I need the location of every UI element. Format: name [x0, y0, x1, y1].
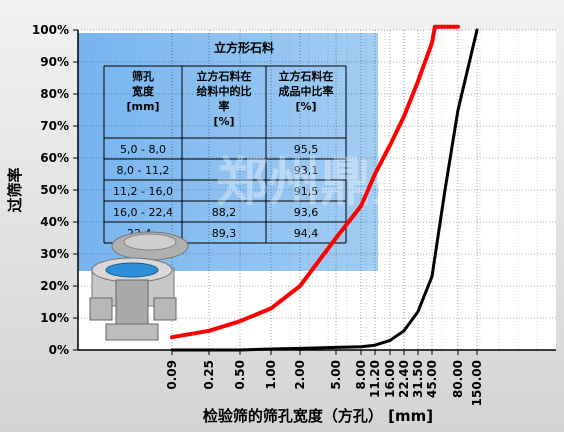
table-title: 立方形石料 [214, 40, 274, 55]
x-tick-label: 0.25 [202, 360, 216, 390]
watermark: 郑州鼎盛 [216, 153, 424, 213]
series-layer [170, 24, 479, 352]
x-tick-label: 45.00 [425, 360, 439, 398]
x-axis: 0.09 0.25 0.50 1.00 2.00 5.00 8.00 11.20 16.00 22… [78, 349, 556, 406]
table-header-cell: 立方石料在 [197, 69, 252, 83]
table-header-cell: [%] [295, 100, 316, 113]
table-cell: 93,6 [294, 206, 319, 219]
table-header-cell: 率 [219, 99, 230, 113]
table-cell: 89,3 [212, 227, 237, 240]
table-cell: 11,2 - 16,0 [113, 185, 173, 198]
x-tick-label: 5.00 [329, 360, 343, 390]
x-tick-label: 22.40 [397, 360, 411, 398]
x-axis-label: 检验筛的筛孔宽度（方孔） [mm] [203, 407, 433, 425]
table-cell: 5,0 - 8,0 [120, 143, 166, 156]
grid [78, 29, 556, 351]
table-cell: 16,0 - 22,4 [113, 206, 173, 219]
y-tick-label: 30% [40, 247, 69, 261]
x-tick-label: 16.00 [383, 360, 397, 398]
y-tick-label: 100% [32, 23, 69, 37]
x-tick-label: 150.00 [470, 360, 484, 406]
table-cell: 93,1 [294, 164, 319, 177]
y-tick-label: 50% [40, 183, 69, 197]
x-tick-label: 80.00 [451, 360, 465, 398]
table-cell: 95,5 [294, 143, 319, 156]
y-axis: 0% 10% 20% 30% 40% 50% 60% 70% 80% 90% 100% [32, 23, 79, 357]
y-axis-label: 过筛率 [6, 167, 24, 212]
series-line-red [170, 24, 460, 340]
y-tick-label: 0% [49, 343, 69, 357]
y-tick-label: 70% [40, 119, 69, 133]
y-tick-label: 80% [40, 87, 69, 101]
y-tick-label: 90% [40, 55, 69, 69]
y-tick-label: 60% [40, 151, 69, 165]
x-tick-label: 11.20 [368, 360, 382, 398]
x-tick-label: 0.09 [165, 360, 179, 390]
table-cell: 94,4 [294, 227, 319, 240]
table-cell: 88,2 [212, 206, 237, 219]
y-tick-label: 40% [40, 215, 69, 229]
table-cell: 8,0 - 11,2 [117, 164, 170, 177]
x-tick-label: 1.00 [264, 360, 278, 390]
crusher-illustration [89, 231, 189, 341]
table-header-cell: [mm] [127, 100, 160, 113]
x-tick-label: 2.00 [293, 360, 307, 390]
table-header-cell: 给料中的比 [197, 84, 252, 98]
table-header-cell: 成品中比率 [279, 84, 334, 98]
y-tick-label: 20% [40, 279, 69, 293]
y-tick-label: 10% [40, 311, 69, 325]
x-tick-label: 0.50 [233, 360, 247, 390]
table-header-cell: 宽度 [131, 84, 155, 98]
table-header-cell: 筛孔 [132, 69, 154, 83]
table-header-cell: [%] [213, 115, 234, 128]
table-panel [78, 33, 378, 271]
x-tick-label: 8.00 [354, 360, 368, 390]
series-line-black [170, 28, 479, 352]
table-cell: 91,5 [294, 185, 319, 198]
table-header-cell: 立方石料在 [279, 69, 334, 83]
x-tick-label: 31.50 [411, 360, 425, 398]
